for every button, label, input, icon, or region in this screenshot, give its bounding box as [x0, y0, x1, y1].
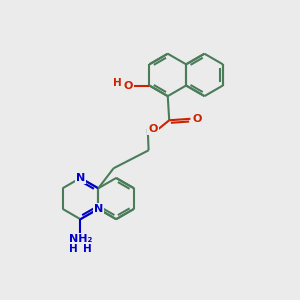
Text: O: O [148, 124, 158, 134]
Text: H: H [112, 78, 122, 88]
Text: H: H [83, 244, 92, 254]
Text: O: O [124, 80, 133, 91]
Text: O: O [192, 114, 202, 124]
Text: NH₂: NH₂ [69, 234, 92, 244]
Text: N: N [76, 173, 85, 183]
Text: N: N [94, 204, 103, 214]
Text: H: H [69, 244, 77, 254]
